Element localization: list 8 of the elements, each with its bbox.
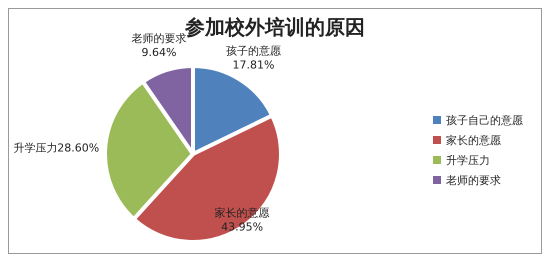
legend-label: 孩子自己的意愿	[446, 114, 523, 127]
data-label: 升学压力28.60%	[13, 142, 100, 155]
data-label: 孩子的意愿 17.81%	[226, 44, 282, 72]
legend-label: 升学压力	[446, 154, 490, 167]
legend-label: 家长的意愿	[446, 134, 501, 147]
legend-label: 老师的要求	[446, 174, 501, 187]
chart-title: 参加校外培训的原因	[184, 15, 365, 39]
data-label: 老师的要求 9.64%	[132, 32, 186, 60]
